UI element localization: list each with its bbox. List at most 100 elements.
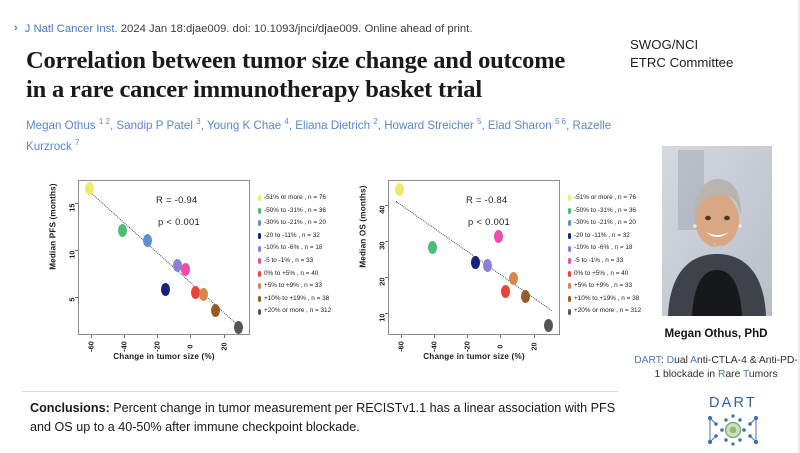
y-tick-label: 40: [377, 205, 387, 214]
legend-item[interactable]: -10% to -6% , n = 18: [258, 242, 331, 255]
y-tick-mark: [385, 277, 388, 279]
chart-legend: -51% or more , n = 76 -50% to -31% , n = …: [568, 192, 641, 318]
y-axis-label: Median OS (months): [358, 185, 368, 268]
author-name[interactable]: Elad Sharon: [487, 118, 555, 132]
legend-item[interactable]: -10% to -6% , n = 18: [568, 242, 641, 255]
data-point: [118, 224, 128, 238]
title-line-1: Correlation between tumor size change an…: [26, 47, 566, 74]
correlation-annotation: R = -0.84: [466, 194, 508, 205]
x-tick-mark: [190, 335, 192, 338]
portrait-caption: Megan Othus, PhD: [664, 327, 768, 340]
legend-label: -20 to -11% , n = 32: [264, 231, 320, 239]
avatar: [662, 146, 772, 316]
citation-text[interactable]: J Natl Cancer Inst. 2024 Jan 18:djae009.…: [25, 22, 473, 36]
x-tick-mark: [91, 335, 93, 338]
legend-item[interactable]: +20% or more , n = 312: [258, 305, 331, 318]
y-tick-label: 20: [377, 277, 387, 287]
conclusions-divider: [22, 391, 618, 392]
x-tick-label: 0: [495, 344, 505, 349]
data-point: [520, 290, 530, 304]
legend-label: +20% or more , n = 312: [264, 307, 332, 315]
legend-swatch-icon: [258, 308, 261, 315]
conclusions-text: Conclusions: Percent change in tumor mea…: [30, 399, 620, 437]
title-line-2: in a rare cancer immunotherapy basket tr…: [26, 76, 482, 103]
legend-swatch-icon: [258, 258, 261, 265]
legend-item[interactable]: -50% to -31% , n = 36: [258, 205, 331, 218]
dart-a: A: [690, 355, 698, 366]
legend-label: -51% or more , n = 76: [264, 194, 326, 201]
data-point: [543, 319, 553, 333]
author-separator: ,: [109, 118, 117, 132]
author-affiliation[interactable]: 1 2: [98, 117, 110, 126]
legend-swatch-icon: [258, 207, 261, 214]
chart-legend: -51% or more , n = 76 -50% to -31% , n = …: [258, 192, 331, 318]
x-tick-label: -20: [462, 341, 472, 352]
x-tick-mark: [124, 335, 126, 338]
dart-t: T: [743, 368, 749, 380]
dart-r: R: [718, 368, 726, 380]
author-separator: ,: [566, 118, 573, 132]
y-tick-mark: [75, 250, 78, 252]
legend-label: +20% or more , n = 312: [574, 307, 642, 315]
author-name[interactable]: Sandip P Patel: [116, 118, 197, 132]
data-point: [494, 230, 504, 244]
author-affiliation[interactable]: 3: [196, 117, 201, 126]
committee-text: SWOG/NCI ETRC Committee: [626, 36, 798, 72]
committee-line-1: SWOG/NCI: [630, 37, 699, 52]
author-name[interactable]: Megan Othus: [26, 118, 99, 132]
x-tick-label: -40: [429, 341, 439, 352]
legend-item[interactable]: -5 to -1% , n = 33: [568, 255, 641, 268]
dart-nti: nti-CTLA-4 & Anti-PD-: [697, 355, 798, 366]
portrait-photo-icon: [662, 146, 772, 316]
author-affiliation[interactable]: 4: [284, 117, 289, 126]
author-separator: ,: [481, 118, 488, 132]
author-separator: ,: [288, 118, 296, 132]
chevron-right-icon[interactable]: ›: [14, 22, 18, 34]
data-point: [395, 182, 405, 196]
dart-d: D: [663, 355, 675, 366]
author-name[interactable]: Howard Streicher: [384, 118, 477, 132]
author-affiliation[interactable]: 5: [476, 117, 482, 126]
legend-label: -30% to -21% , n = 20: [574, 219, 636, 227]
author-affiliation[interactable]: 2: [373, 117, 378, 126]
legend-item[interactable]: +10% to +19% , n = 38: [258, 293, 331, 306]
legend-item[interactable]: +10% to +19% , n = 38: [568, 293, 641, 306]
legend-item[interactable]: -51% or more , n = 76: [258, 192, 331, 205]
legend-item[interactable]: -20 to -11% , n = 32: [568, 230, 641, 243]
legend-swatch-icon: [568, 296, 571, 303]
legend-label: -10% to -6% , n = 18: [264, 244, 323, 252]
dart-logo: DART: [690, 396, 776, 450]
citation-rest: 2024 Jan 18:djae009. doi: 10.1093/jnci/d…: [117, 23, 473, 35]
legend-swatch-icon: [258, 296, 261, 303]
legend-item[interactable]: +5% to +9% , n = 33: [258, 280, 331, 293]
data-point: [428, 240, 438, 254]
y-tick-mark: [75, 297, 78, 299]
legend-label: +10% to +19% , n = 38: [574, 294, 640, 302]
legend-item[interactable]: -30% to -21% , n = 20: [258, 217, 331, 230]
author-affiliation[interactable]: 5 6: [554, 117, 567, 126]
legend-item[interactable]: -5 to -1% , n = 33: [258, 255, 331, 268]
citation-row: › J Natl Cancer Inst. 2024 Jan 18:djae00…: [14, 22, 614, 36]
legend-item[interactable]: +20% or more , n = 312: [568, 305, 641, 318]
author-name[interactable]: Young K Chae: [206, 118, 285, 132]
x-axis-label: Change in tumor size (%): [423, 352, 525, 361]
legend-label: -50% to -31% , n = 36: [264, 206, 326, 214]
legend-swatch-icon: [258, 283, 261, 290]
legend-item[interactable]: -51% or more , n = 76: [568, 192, 641, 205]
data-point: [471, 256, 481, 270]
author-name[interactable]: Razelle Kurzrock: [26, 118, 612, 153]
author-name[interactable]: Eliana Dietrich: [295, 118, 374, 132]
legend-item[interactable]: 0% to +5% , n = 40: [568, 268, 641, 281]
legend-item[interactable]: 0% to +5% , n = 40: [258, 268, 331, 281]
legend-item[interactable]: +5% to +9% , n = 33: [568, 280, 641, 293]
x-tick-mark: [500, 335, 502, 338]
data-point: [509, 271, 519, 285]
x-tick-mark: [467, 335, 469, 338]
legend-item[interactable]: -50% to -31% , n = 36: [568, 205, 641, 218]
y-axis-label: Median PFS (months): [48, 183, 58, 270]
author-affiliation[interactable]: 7: [74, 137, 80, 147]
x-tick-label: -60: [396, 341, 406, 352]
legend-item[interactable]: -20 to -11% , n = 32: [258, 230, 331, 243]
legend-item[interactable]: -30% to -21% , n = 20: [568, 217, 641, 230]
